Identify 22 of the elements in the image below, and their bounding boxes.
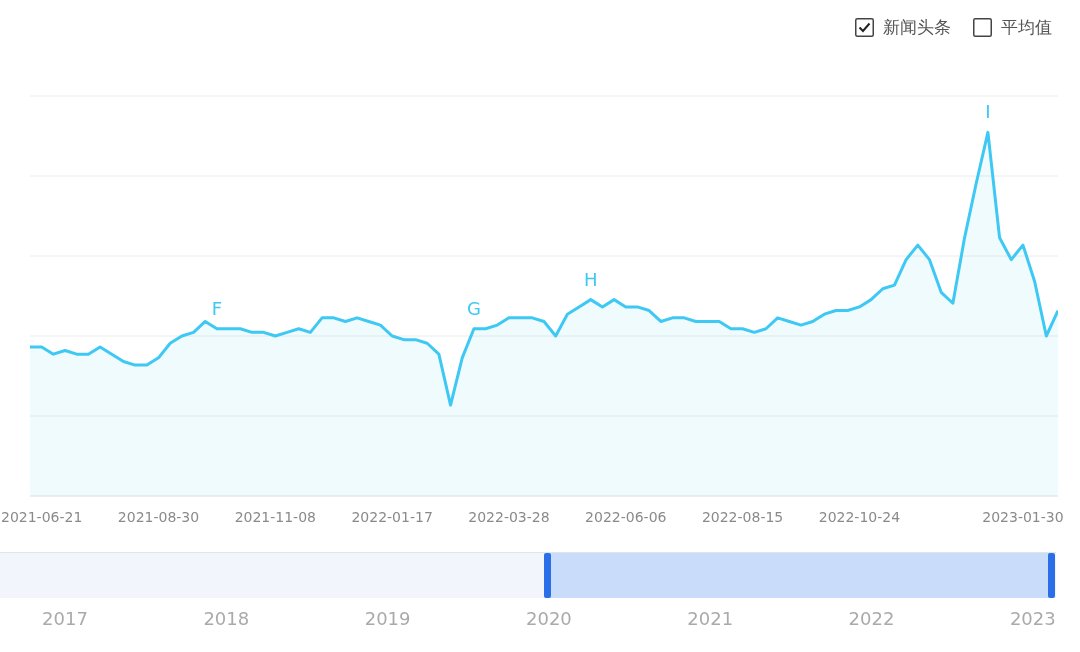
text: 2023 (1009, 608, 1056, 629)
x-tick-label: 2022-08-15 (701, 508, 784, 525)
x-tick-label: 2021-08-30 (117, 508, 200, 525)
x-tick-label: 2022-01-17 (351, 508, 433, 525)
text: 新闻头条 (883, 16, 951, 39)
text: 2021 (687, 608, 734, 629)
text: 2017 (42, 608, 88, 629)
annotation: G (466, 297, 481, 319)
text: 2018 (203, 608, 250, 629)
text: 2019 (364, 608, 411, 629)
text: 2022 (848, 608, 895, 629)
x-tick-label: 2022-03-28 (468, 508, 550, 525)
x-tick-label: 2022-10-24 (818, 508, 901, 525)
text: 2020 (525, 608, 572, 629)
annotation: I (985, 101, 991, 123)
x-tick-label: 2021-06-21 (0, 508, 83, 525)
x-tick-label: 2022-06-06 (585, 508, 667, 525)
x-tick-label: 2021-11-08 (234, 508, 317, 525)
text: 平均值 (1001, 16, 1052, 39)
annotation: F (211, 297, 223, 319)
x-tick-label: 2023-01-30 (982, 508, 1064, 525)
annotation: H (583, 268, 598, 290)
